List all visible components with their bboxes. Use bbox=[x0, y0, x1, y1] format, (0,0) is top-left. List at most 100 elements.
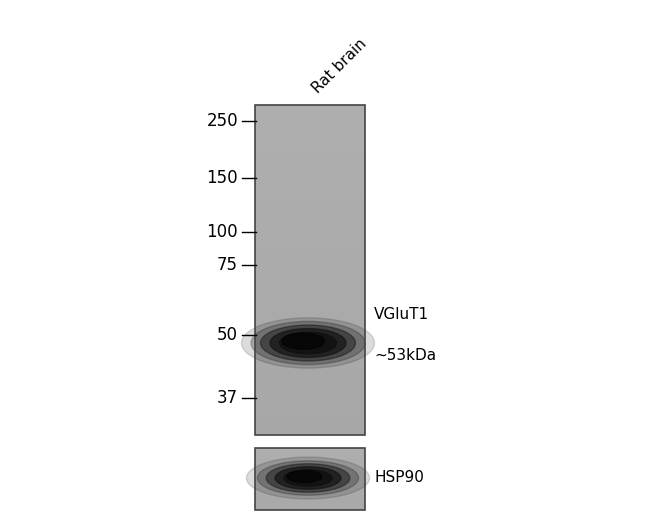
Text: 50: 50 bbox=[217, 326, 238, 344]
Bar bbox=[255, 454, 365, 455]
Bar bbox=[255, 472, 365, 473]
Text: 150: 150 bbox=[207, 169, 238, 187]
Bar bbox=[255, 118, 365, 122]
Text: Rat brain: Rat brain bbox=[310, 36, 370, 96]
Bar bbox=[255, 479, 365, 480]
Bar bbox=[255, 484, 365, 485]
Bar bbox=[255, 455, 365, 456]
Bar bbox=[255, 369, 365, 373]
Bar bbox=[255, 126, 365, 130]
Bar bbox=[255, 233, 365, 237]
Bar bbox=[255, 462, 365, 463]
Bar bbox=[255, 274, 365, 278]
Bar bbox=[255, 188, 365, 192]
Bar bbox=[255, 449, 365, 450]
Bar bbox=[255, 179, 365, 184]
Bar bbox=[255, 486, 365, 487]
Bar bbox=[255, 311, 365, 315]
Bar bbox=[255, 504, 365, 505]
Bar bbox=[255, 154, 365, 159]
Ellipse shape bbox=[282, 333, 324, 349]
Ellipse shape bbox=[242, 318, 374, 368]
Bar bbox=[255, 499, 365, 500]
Bar bbox=[255, 497, 365, 498]
Bar bbox=[255, 353, 365, 357]
Bar bbox=[255, 507, 365, 508]
Bar bbox=[255, 496, 365, 497]
Bar bbox=[255, 475, 365, 476]
Bar bbox=[255, 410, 365, 414]
Bar bbox=[255, 493, 365, 495]
Ellipse shape bbox=[257, 461, 359, 495]
Bar bbox=[255, 225, 365, 229]
Bar bbox=[255, 208, 365, 212]
Ellipse shape bbox=[246, 457, 370, 499]
Bar bbox=[255, 476, 365, 477]
Bar bbox=[255, 491, 365, 492]
Bar bbox=[255, 171, 365, 175]
Bar bbox=[255, 250, 365, 253]
Bar bbox=[255, 336, 365, 340]
Bar bbox=[255, 508, 365, 509]
Bar bbox=[255, 471, 365, 472]
Bar bbox=[255, 291, 365, 295]
Bar bbox=[255, 150, 365, 154]
Bar bbox=[255, 500, 365, 501]
Bar bbox=[255, 427, 365, 431]
Bar bbox=[255, 487, 365, 488]
Bar bbox=[255, 328, 365, 332]
Bar bbox=[255, 474, 365, 475]
Bar bbox=[255, 423, 365, 427]
Ellipse shape bbox=[270, 329, 346, 357]
Bar bbox=[255, 109, 365, 113]
Bar bbox=[255, 463, 365, 464]
Bar bbox=[255, 340, 365, 344]
Bar bbox=[255, 357, 365, 361]
Bar bbox=[255, 254, 365, 257]
Bar bbox=[255, 456, 365, 457]
Bar bbox=[255, 159, 365, 163]
Bar bbox=[255, 130, 365, 134]
Text: 250: 250 bbox=[207, 112, 238, 130]
Bar bbox=[255, 465, 365, 466]
Bar bbox=[255, 480, 365, 482]
Bar bbox=[255, 458, 365, 459]
Bar bbox=[255, 270, 365, 274]
Bar bbox=[255, 377, 365, 381]
Text: ~53kDa: ~53kDa bbox=[374, 348, 436, 363]
Bar bbox=[255, 361, 365, 365]
Bar bbox=[255, 398, 365, 402]
Bar bbox=[255, 501, 365, 502]
Bar bbox=[255, 365, 365, 369]
Bar bbox=[255, 483, 365, 484]
Bar bbox=[255, 389, 365, 394]
Bar bbox=[255, 490, 365, 491]
Bar bbox=[255, 287, 365, 291]
Bar bbox=[255, 237, 365, 241]
Bar bbox=[255, 466, 365, 467]
Bar bbox=[255, 167, 365, 171]
Bar bbox=[255, 495, 365, 496]
Bar bbox=[255, 184, 365, 188]
Bar bbox=[255, 262, 365, 266]
Bar bbox=[255, 459, 365, 460]
Bar bbox=[255, 307, 365, 311]
Bar bbox=[255, 473, 365, 474]
Bar bbox=[255, 468, 365, 469]
Bar bbox=[255, 245, 365, 250]
Bar bbox=[255, 212, 365, 216]
Text: 100: 100 bbox=[207, 223, 238, 241]
Ellipse shape bbox=[275, 467, 341, 489]
Bar bbox=[255, 257, 365, 262]
Bar bbox=[255, 319, 365, 323]
Bar bbox=[255, 134, 365, 138]
Bar bbox=[255, 299, 365, 303]
Bar bbox=[255, 332, 365, 336]
Bar bbox=[255, 406, 365, 410]
Bar bbox=[255, 457, 365, 458]
Bar bbox=[255, 204, 365, 208]
Bar bbox=[255, 431, 365, 435]
Bar bbox=[255, 220, 365, 225]
Bar bbox=[255, 464, 365, 465]
Bar bbox=[255, 216, 365, 220]
